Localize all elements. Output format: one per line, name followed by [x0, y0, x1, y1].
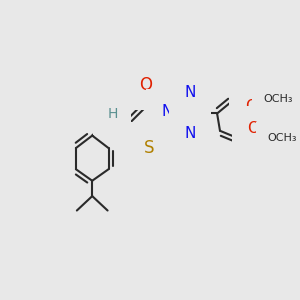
Text: O: O [140, 76, 152, 94]
Text: N: N [161, 104, 173, 119]
Text: O: O [245, 99, 257, 114]
Text: OCH₃: OCH₃ [263, 94, 293, 104]
Text: S: S [144, 139, 154, 157]
Text: OCH₃: OCH₃ [267, 134, 297, 143]
Text: H: H [107, 107, 118, 122]
Text: N: N [184, 126, 196, 141]
Text: O: O [248, 122, 260, 136]
Text: N: N [184, 85, 196, 100]
